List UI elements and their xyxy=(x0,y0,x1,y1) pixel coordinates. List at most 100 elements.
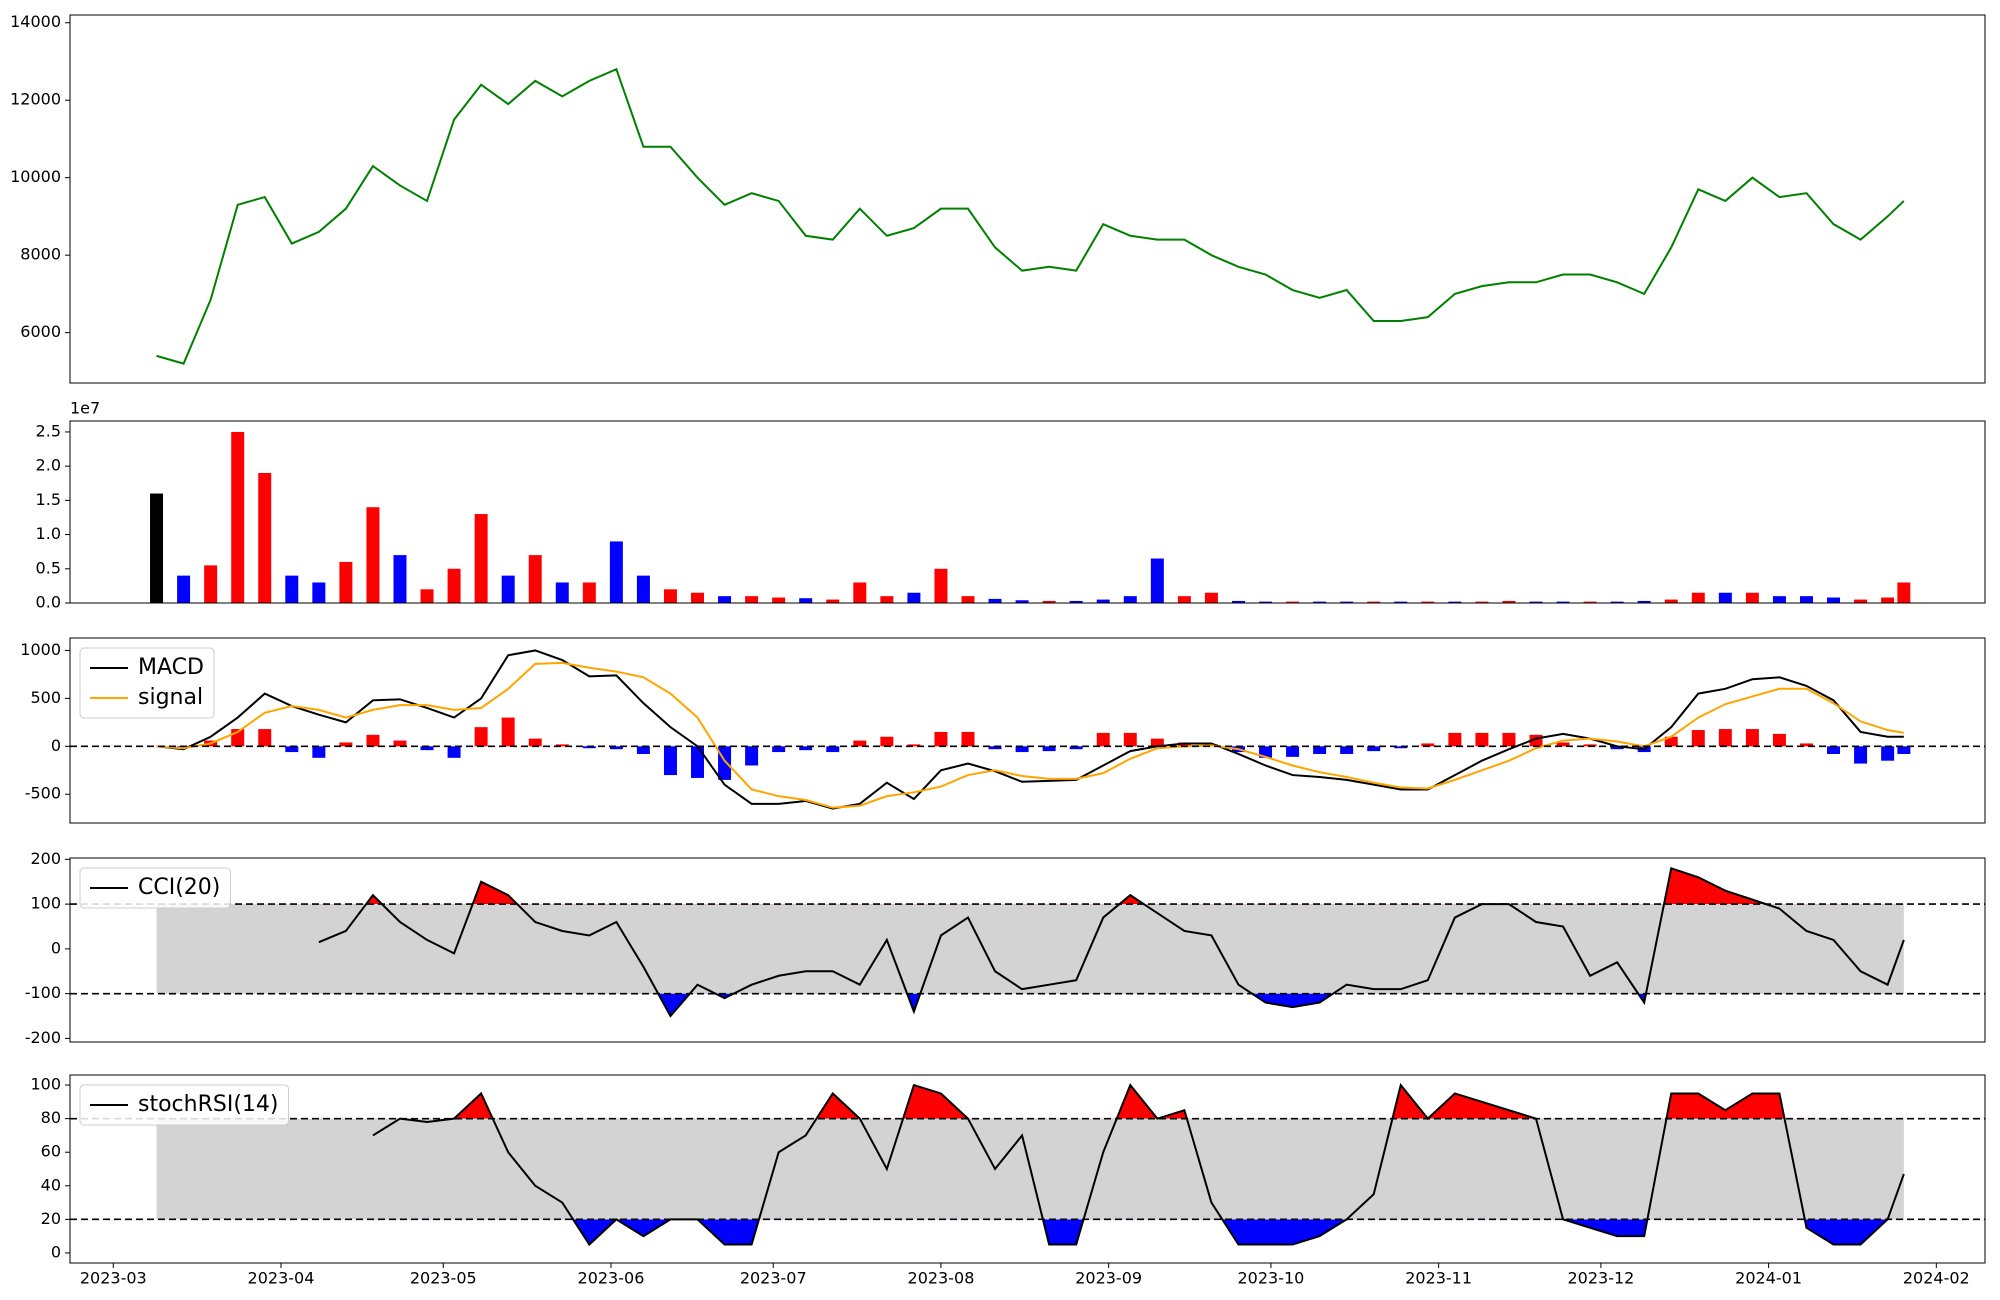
bar xyxy=(1069,600,1083,603)
bar xyxy=(1881,746,1895,761)
bar xyxy=(636,575,650,603)
fill-above xyxy=(366,868,1766,905)
legend-box xyxy=(79,867,231,909)
y-tick-label: 14000 xyxy=(10,12,61,31)
x-tick-label: 2023-08 xyxy=(908,1269,975,1288)
y-tick-label: 1.5 xyxy=(36,490,61,509)
y-tick-label: 100 xyxy=(30,894,61,913)
bar xyxy=(1015,600,1029,603)
bar xyxy=(988,598,1002,603)
bar xyxy=(501,575,515,603)
bar xyxy=(1745,592,1759,603)
bar xyxy=(1610,601,1624,603)
bar xyxy=(339,561,353,603)
bar xyxy=(1367,601,1381,603)
bar xyxy=(339,742,353,747)
bar xyxy=(1421,601,1435,603)
x-tick-label: 2023-05 xyxy=(410,1269,477,1288)
bar xyxy=(1664,599,1678,603)
bar xyxy=(1340,601,1354,603)
y-tick-label: 8000 xyxy=(20,245,61,264)
bar xyxy=(582,746,596,749)
y-tick-label: 500 xyxy=(30,688,61,707)
bar xyxy=(1827,597,1841,603)
bar xyxy=(258,729,272,747)
axes-frame xyxy=(69,1074,1986,1264)
bar xyxy=(1367,746,1381,752)
x-tick-label: 2024-02 xyxy=(1903,1269,1970,1288)
bar xyxy=(636,746,650,754)
bar xyxy=(1718,592,1732,603)
bar xyxy=(1421,743,1435,747)
bar xyxy=(1772,596,1786,603)
y-tick-label: 20 xyxy=(41,1209,61,1228)
bar xyxy=(285,575,299,603)
legend-box xyxy=(79,647,215,719)
bar xyxy=(1150,558,1164,603)
bar xyxy=(420,746,434,751)
bar xyxy=(1583,601,1597,603)
bar xyxy=(1881,597,1895,603)
bar xyxy=(447,746,461,758)
y-tick-label: 100 xyxy=(30,1075,61,1094)
bar xyxy=(1827,746,1841,754)
y-tick-label: 10000 xyxy=(10,167,61,186)
bar xyxy=(880,596,894,603)
bar xyxy=(393,740,407,747)
x-tick-label: 2023-03 xyxy=(80,1269,147,1288)
bar xyxy=(501,717,515,747)
bar xyxy=(312,582,326,603)
bar xyxy=(1394,746,1408,749)
bar xyxy=(1394,601,1408,603)
bar xyxy=(745,596,759,603)
bar xyxy=(961,596,975,603)
axes-frame xyxy=(69,420,1986,604)
bar xyxy=(961,731,975,747)
bar xyxy=(1286,601,1300,603)
bar xyxy=(826,746,840,753)
y-tick-label: 0.0 xyxy=(36,593,61,612)
bar xyxy=(1897,746,1911,754)
bar xyxy=(1259,601,1273,603)
legend-label: signal xyxy=(138,685,203,710)
bar xyxy=(853,740,867,747)
bar xyxy=(1231,600,1245,603)
y-tick-label: 6000 xyxy=(20,322,61,341)
y-tick-label: 0 xyxy=(51,1242,61,1261)
y-tick-label: 200 xyxy=(30,849,61,868)
bar xyxy=(1772,733,1786,747)
axis-offset-label: 1e7 xyxy=(70,399,100,418)
plot-area xyxy=(156,67,1905,365)
bar xyxy=(772,597,786,603)
series-line xyxy=(318,866,1905,1018)
legend-label: MACD xyxy=(138,655,204,680)
bar xyxy=(1556,742,1570,747)
bar xyxy=(609,541,623,603)
bar xyxy=(1286,746,1300,757)
y-tick-label: 0.5 xyxy=(36,558,61,577)
series-line xyxy=(156,649,1904,810)
bar xyxy=(1123,596,1137,603)
bar xyxy=(1854,746,1868,764)
bar xyxy=(258,473,272,603)
series-line xyxy=(156,661,1905,809)
y-tick-label: 1.0 xyxy=(36,524,61,543)
y-tick-label: 60 xyxy=(41,1142,61,1161)
bar xyxy=(555,582,569,603)
bar xyxy=(1610,746,1624,750)
y-tick-label: 2.0 xyxy=(36,456,61,475)
y-tick-label: 40 xyxy=(41,1175,61,1194)
bar xyxy=(1448,732,1462,747)
y-tick-label: -500 xyxy=(25,784,61,803)
legend-label: stochRSI(14) xyxy=(138,1092,279,1117)
bar xyxy=(1150,738,1164,747)
bar xyxy=(1204,592,1218,603)
series-line xyxy=(372,1082,1905,1247)
bar xyxy=(150,493,164,603)
bar xyxy=(285,746,299,753)
bar xyxy=(474,514,488,603)
bar xyxy=(691,746,705,778)
bar xyxy=(528,555,542,603)
series-line xyxy=(156,67,1905,365)
bar xyxy=(1015,746,1029,753)
